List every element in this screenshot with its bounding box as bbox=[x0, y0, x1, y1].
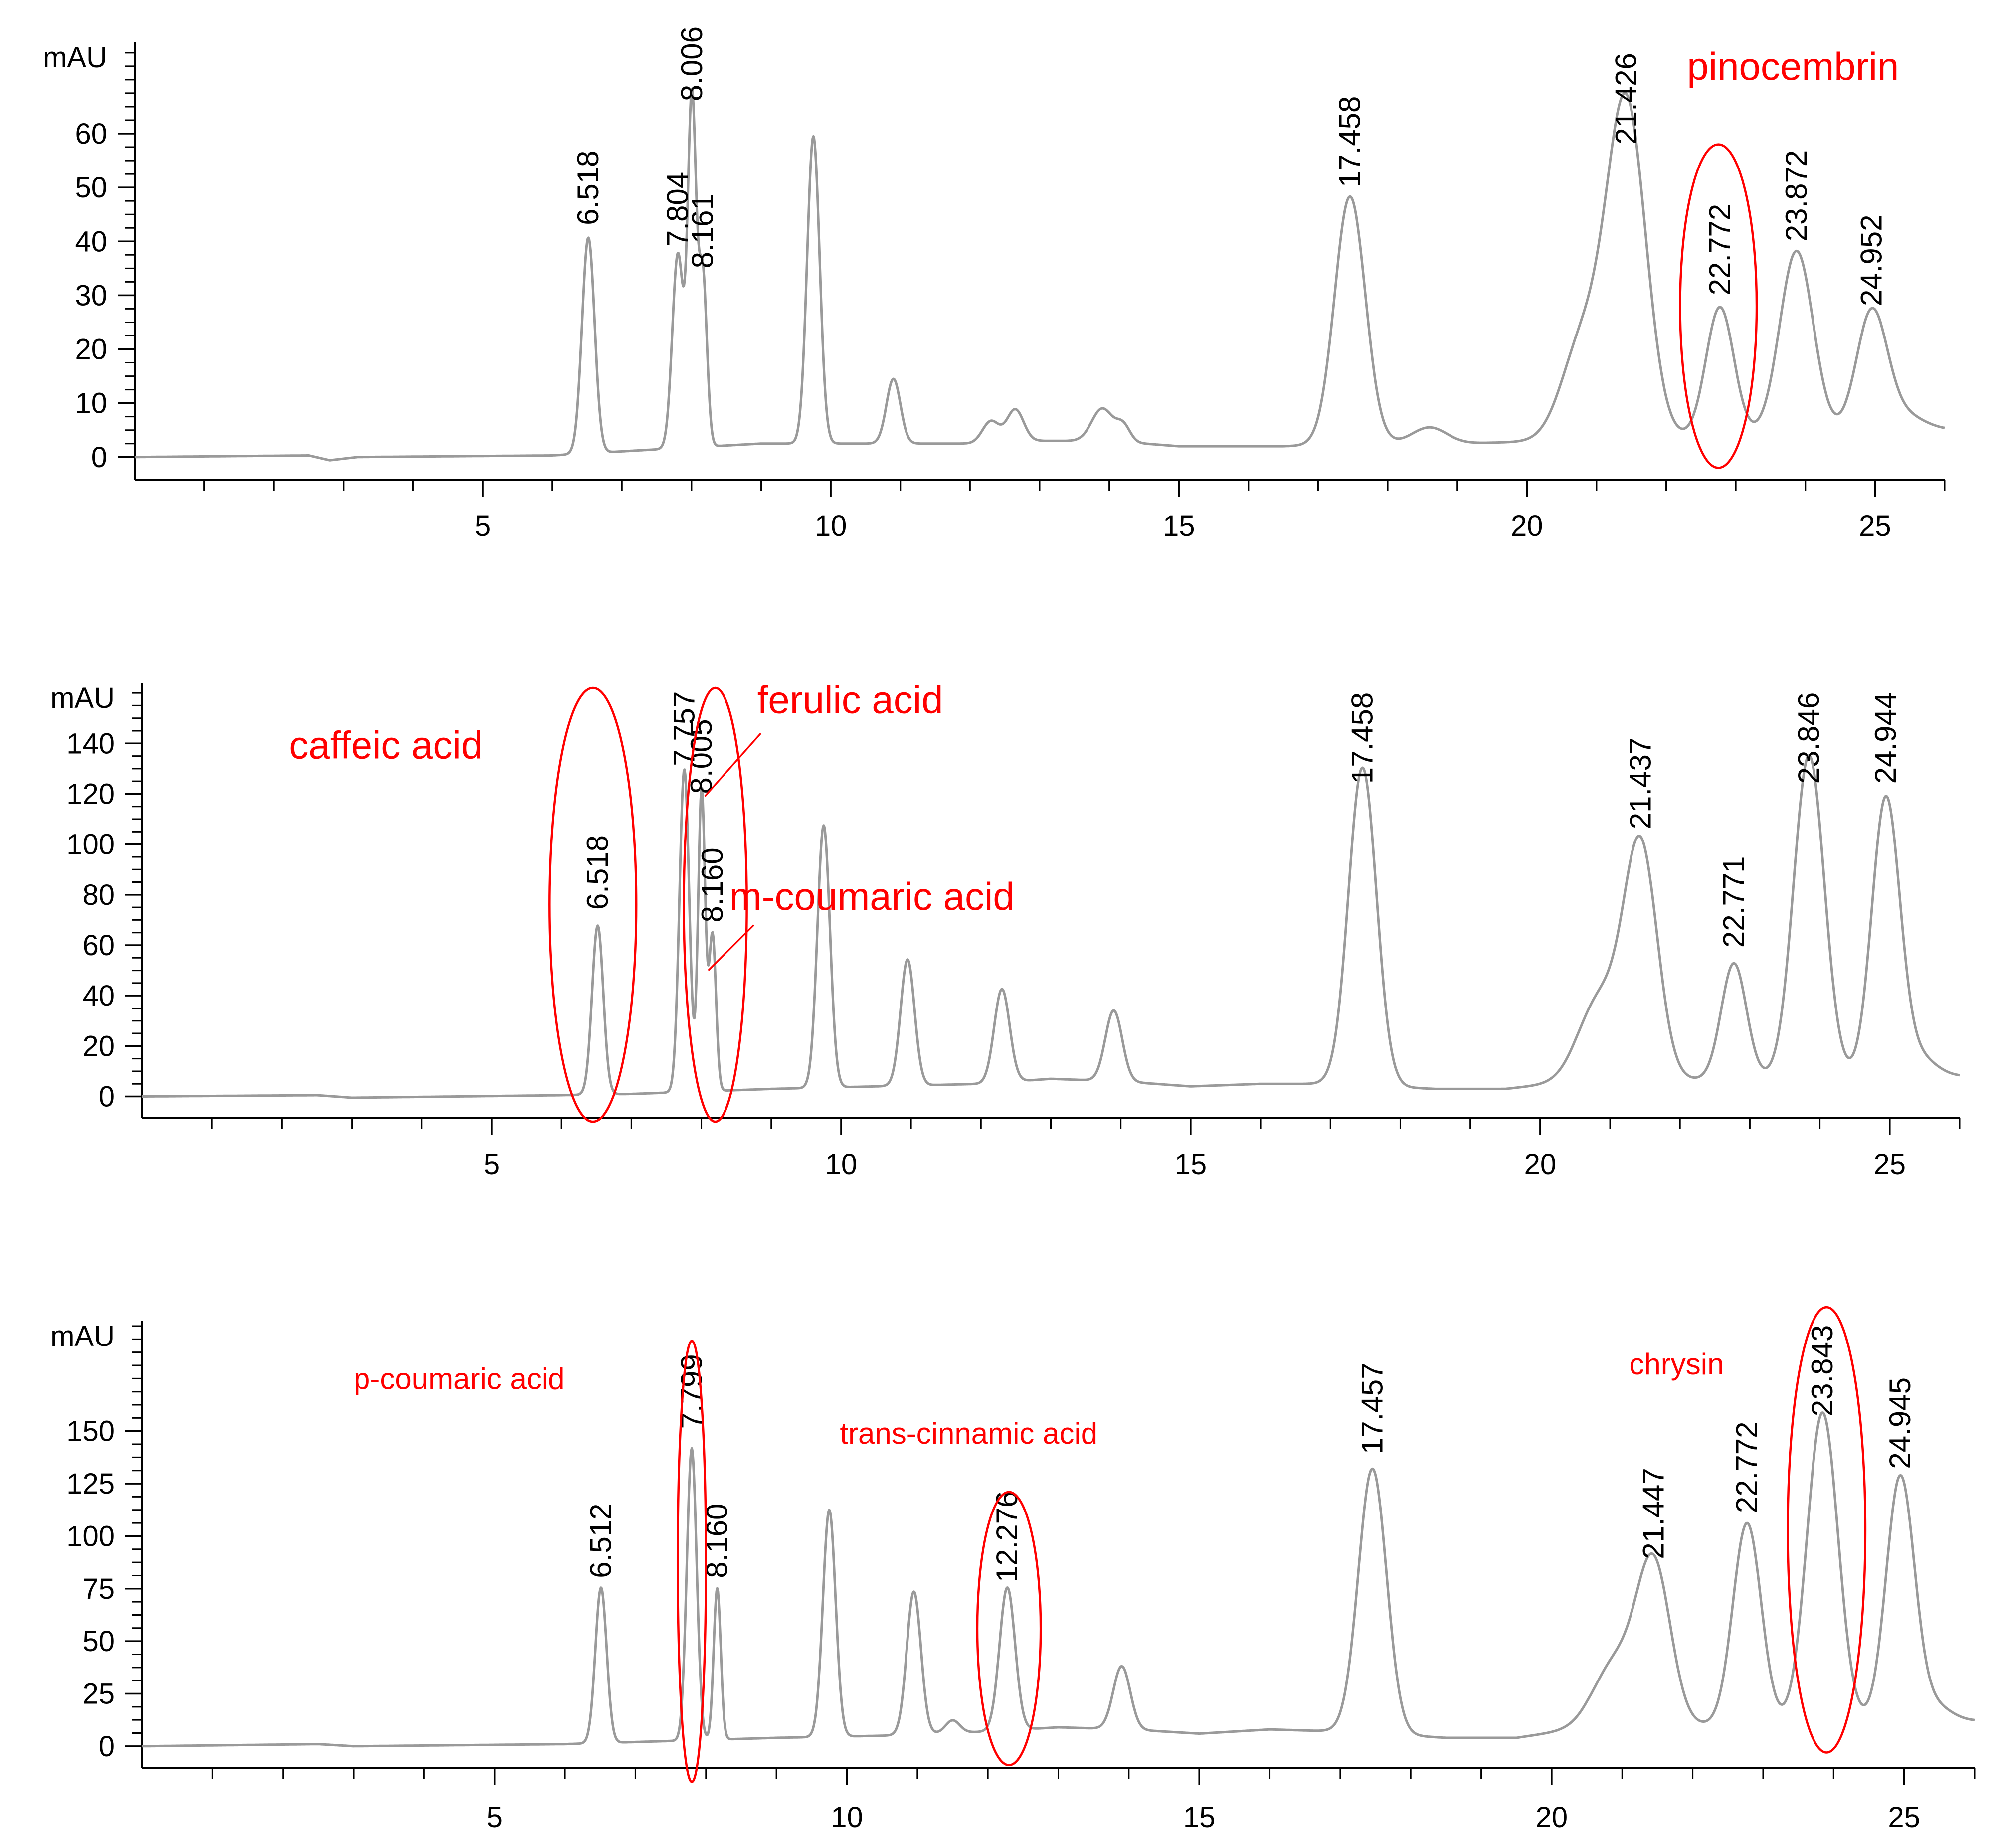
compound-annotation: p-coumaric acid bbox=[354, 1362, 565, 1395]
y-tick-label: 40 bbox=[82, 980, 115, 1012]
peak-retention-label: 8.006 bbox=[675, 26, 709, 101]
peak-retention-label: 8.160 bbox=[696, 847, 729, 922]
chromatogram-trace bbox=[141, 1411, 1976, 1748]
peak-retention-label: 21.426 bbox=[1609, 53, 1642, 145]
y-tick-label: 60 bbox=[75, 118, 107, 150]
peak-retention-label: 21.447 bbox=[1636, 1468, 1670, 1559]
peak-retention-label: 6.518 bbox=[571, 151, 605, 225]
y-tick-label: 10 bbox=[75, 387, 107, 420]
highlight-ellipse bbox=[548, 686, 638, 1123]
peak-retention-label: 22.772 bbox=[1703, 204, 1736, 296]
y-tick-label: 50 bbox=[82, 1625, 115, 1658]
x-tick-label: 20 bbox=[1536, 1801, 1568, 1834]
x-tick-label: 10 bbox=[815, 510, 847, 542]
peak-retention-label: 17.457 bbox=[1355, 1363, 1389, 1455]
y-tick-label: 100 bbox=[66, 829, 115, 861]
x-tick-label: 15 bbox=[1183, 1801, 1216, 1834]
peak-retention-label: 6.518 bbox=[581, 835, 614, 910]
peak-retention-label: 17.458 bbox=[1333, 96, 1366, 188]
compound-annotation: ferulic acid bbox=[757, 678, 943, 722]
annotation-leader-line bbox=[708, 924, 754, 971]
compound-annotation: chrysin bbox=[1629, 1347, 1724, 1381]
chromatogram-bottom-panel: 5 10 15 20 250255075100125150mAU6.5127.7998.… bbox=[50, 1306, 1976, 1834]
peak-retention-label: 24.952 bbox=[1855, 214, 1888, 306]
x-tick-label: 25 bbox=[1859, 510, 1891, 542]
highlight-ellipse bbox=[1679, 143, 1758, 469]
peak-retention-label: 7.757 bbox=[667, 691, 701, 766]
x-tick-label: 15 bbox=[1175, 1148, 1207, 1180]
peak-retention-label: 22.772 bbox=[1730, 1422, 1764, 1513]
x-tick-label: 25 bbox=[1888, 1801, 1920, 1834]
y-tick-label: 120 bbox=[66, 778, 115, 810]
x-tick-label: 25 bbox=[1874, 1148, 1906, 1180]
peak-retention-label: 23.846 bbox=[1792, 692, 1825, 784]
annotation-leader-line bbox=[704, 732, 762, 797]
y-tick-label: 75 bbox=[82, 1573, 115, 1605]
compound-annotation: trans-cinnamic acid bbox=[840, 1417, 1097, 1450]
highlight-ellipse bbox=[1787, 1306, 1867, 1754]
y-tick-label: 0 bbox=[99, 1081, 115, 1113]
compound-annotation: m-coumaric acid bbox=[729, 874, 1015, 918]
peak-retention-label: 6.512 bbox=[584, 1504, 617, 1578]
y-tick-label: 0 bbox=[91, 441, 107, 474]
y-tick-label: 150 bbox=[66, 1415, 115, 1448]
highlight-ellipse bbox=[676, 1340, 708, 1783]
y-unit-label: mAU bbox=[50, 1320, 115, 1352]
chromatogram-trace bbox=[134, 87, 1946, 462]
y-tick-label: 20 bbox=[75, 334, 107, 366]
x-tick-label: 20 bbox=[1511, 510, 1543, 542]
peak-retention-label: 22.771 bbox=[1717, 856, 1750, 948]
y-tick-label: 125 bbox=[66, 1468, 115, 1500]
x-tick-label: 5 bbox=[475, 510, 491, 542]
highlight-ellipse bbox=[976, 1491, 1042, 1767]
x-tick-label: 5 bbox=[487, 1801, 503, 1834]
y-tick-label: 30 bbox=[75, 279, 107, 312]
chromatogram-middle-panel: 5 10 15 20 25 0 20 40 60 80 100 120 140 mAU 6.518 7.757… bbox=[50, 678, 1961, 1180]
peak-retention-label: 23.843 bbox=[1806, 1325, 1839, 1417]
peak-retention-label: 24.945 bbox=[1883, 1377, 1917, 1469]
x-tick-label: 5 bbox=[484, 1148, 500, 1180]
peak-retention-label: 21.437 bbox=[1624, 738, 1657, 830]
y-tick-label: 80 bbox=[82, 879, 115, 911]
y-tick-label: 40 bbox=[75, 225, 107, 258]
peak-retention-label: 8.161 bbox=[686, 193, 719, 268]
y-tick-label: 50 bbox=[75, 171, 107, 204]
peak-retention-label: 17.458 bbox=[1345, 692, 1379, 784]
x-tick-label: 10 bbox=[831, 1801, 863, 1834]
y-unit-label: mAU bbox=[43, 41, 107, 74]
peak-retention-label: 24.944 bbox=[1869, 692, 1902, 784]
y-tick-label: 60 bbox=[82, 929, 115, 962]
x-tick-label: 10 bbox=[825, 1148, 858, 1180]
y-tick-label: 140 bbox=[66, 727, 115, 760]
compound-annotation: caffeic acid bbox=[289, 723, 483, 767]
chromatogram-top-panel: 5 10 15 20 25 0 10 20 30 40 50 60 mAU 6.518 7.804 8.006… bbox=[43, 26, 1946, 542]
x-tick-label: 15 bbox=[1163, 510, 1195, 542]
x-tick-label: 20 bbox=[1524, 1148, 1557, 1180]
y-tick-label: 20 bbox=[82, 1030, 115, 1062]
y-unit-label: mAU bbox=[50, 682, 115, 714]
peak-retention-label: 23.872 bbox=[1780, 150, 1813, 242]
highlight-ellipse bbox=[683, 686, 748, 1123]
chromatogram-trace bbox=[141, 754, 1961, 1099]
peak-retention-label: 7.804 bbox=[661, 172, 695, 247]
y-tick-label: 0 bbox=[99, 1730, 115, 1763]
y-tick-label: 100 bbox=[66, 1520, 115, 1552]
y-tick-label: 25 bbox=[82, 1678, 115, 1710]
compound-annotation: pinocembrin bbox=[1687, 44, 1899, 88]
